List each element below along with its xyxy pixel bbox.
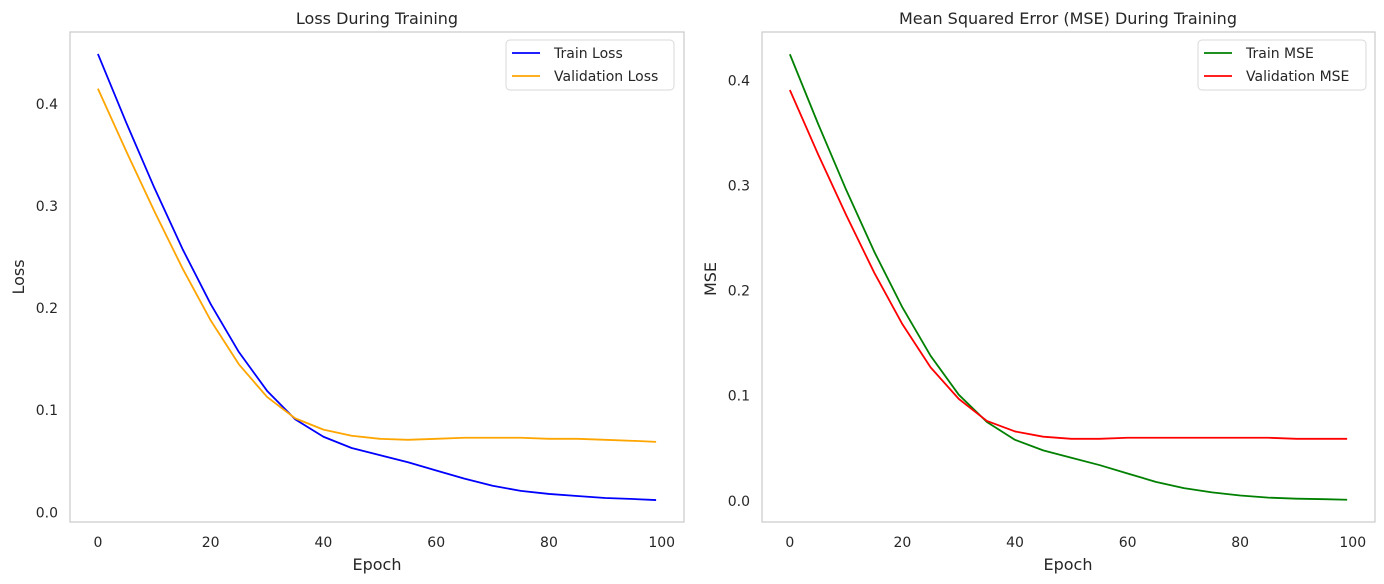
y-tick-label: 0.2 [36,301,58,317]
chart-title: Loss During Training [296,9,458,28]
x-tick-label: 20 [894,535,912,551]
y-tick-label: 0.0 [728,494,750,510]
plot-frame [69,31,685,523]
legend-label: Validation Loss [554,69,658,85]
y-tick-label: 0.2 [728,284,750,300]
series-line-validation-loss [97,88,657,443]
series-line-train-mse [789,53,1348,501]
legend: Train Loss Validation Loss [505,39,675,91]
chart-title: Mean Squared Error (MSE) During Training [899,9,1237,28]
y-tick-label: 0.1 [728,389,750,405]
y-tick-label: 0.3 [728,179,750,195]
legend-label: Train Loss [553,46,623,62]
x-axis-label: Epoch [1044,555,1093,574]
y-axis-label: MSE [701,262,720,296]
legend-box [1197,39,1367,91]
legend: Train MSE Validation MSE [1197,39,1367,91]
plot-area: 0 20 40 60 80 100 0.0 0.1 0.2 0.3 0.4 Train MSE Vali… [728,31,1376,551]
x-tick-label: 60 [427,535,445,551]
x-tick-label: 80 [540,535,558,551]
y-tick-label: 0.1 [36,403,58,419]
chart-loss: Loss During Training Epoch Loss 0 20 40 60 8… [9,9,685,574]
x-tick-label: 40 [1006,535,1024,551]
y-tick-label: 0.4 [36,97,58,113]
x-tick-label: 0 [785,535,794,551]
x-axis-label: Epoch [353,555,402,574]
legend-label: Train MSE [1245,46,1314,62]
x-tick-label: 40 [315,535,333,551]
plot-area: 0 20 40 60 80 100 0.0 0.1 0.2 0.3 0.4 Train Loss Val… [36,31,685,551]
x-tick-label: 0 [93,535,102,551]
x-tick-label: 80 [1231,535,1249,551]
legend-box [505,39,675,91]
legend-label: Validation MSE [1246,69,1349,85]
x-tick-label: 100 [648,535,675,551]
x-tick-label: 20 [202,535,220,551]
plot-frame [761,31,1376,523]
y-tick-label: 0.4 [728,74,750,90]
series-line-validation-mse [789,89,1348,440]
y-tick-label: 0.0 [36,505,58,521]
chart-mse: Mean Squared Error (MSE) During Training… [701,9,1376,574]
y-tick-label: 0.3 [36,199,58,215]
x-tick-label: 100 [1339,535,1366,551]
series-line-train-loss [97,53,657,501]
y-axis-label: Loss [9,259,28,294]
x-tick-label: 60 [1119,535,1137,551]
